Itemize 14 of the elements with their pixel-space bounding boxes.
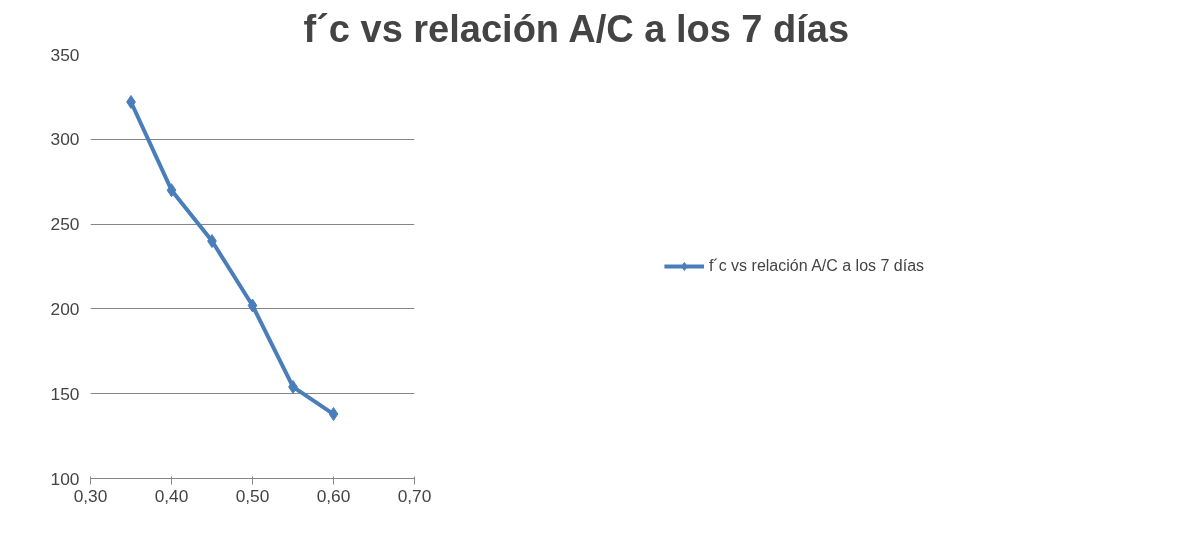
x-tick-label: 0,40	[154, 485, 189, 506]
point	[247, 298, 258, 313]
legend-label: f´c vs relación A/C a los 7 días	[708, 257, 925, 275]
y-tick-label: 350	[50, 44, 80, 65]
text: f´c vs relación A/C a los 7 días	[303, 7, 850, 50]
x-tick-label: 0,50	[235, 485, 270, 506]
y-tick-label: 200	[50, 298, 80, 319]
x-tick-label: 0,60	[316, 485, 351, 506]
y-tick-label: 150	[50, 383, 80, 404]
point	[166, 183, 177, 198]
y-tick-label: 300	[50, 129, 80, 150]
x-tick-label: 0,70	[397, 485, 432, 506]
y-tick-label: 250	[50, 214, 80, 235]
point	[328, 407, 339, 422]
